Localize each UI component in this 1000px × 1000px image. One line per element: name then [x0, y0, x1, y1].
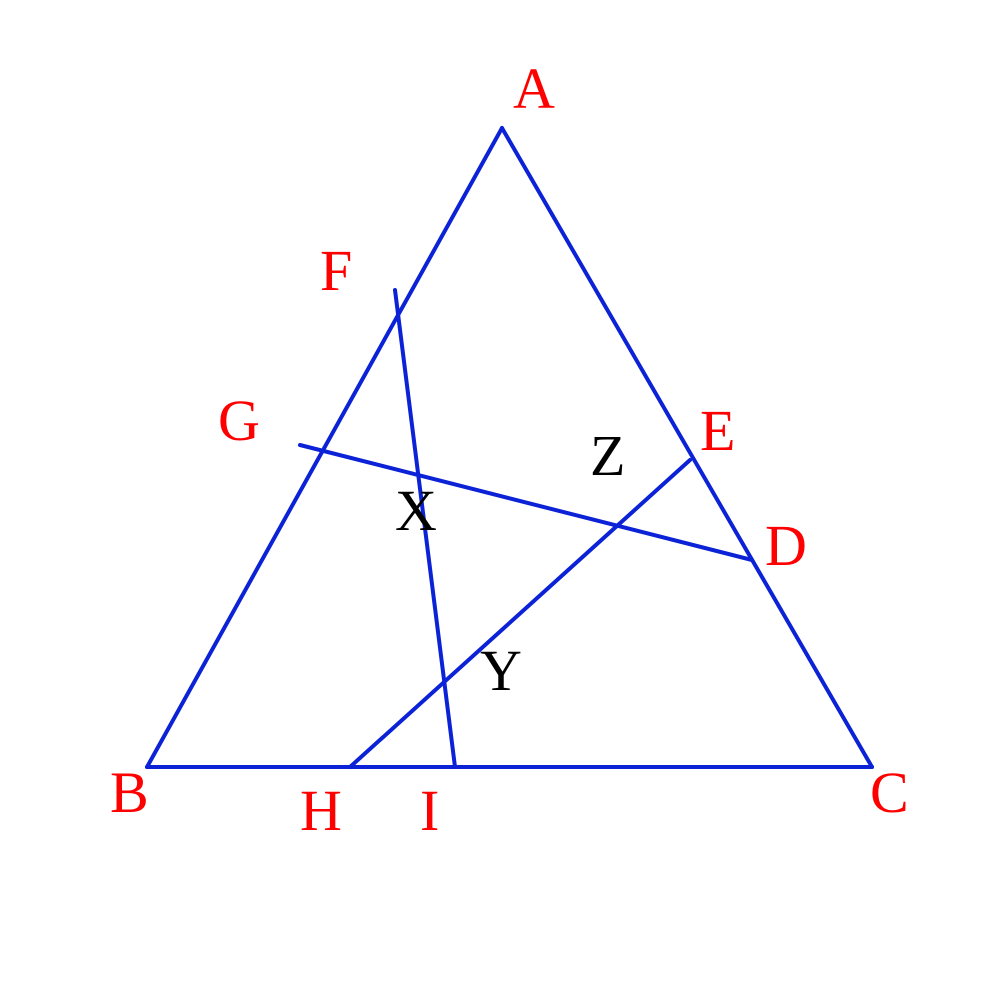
label-Y: Y — [480, 638, 522, 703]
edge-G-D — [300, 445, 752, 560]
label-A: A — [513, 56, 555, 121]
label-G: G — [218, 388, 260, 453]
label-I: I — [420, 778, 439, 843]
label-H: H — [300, 778, 342, 843]
label-B: B — [110, 760, 149, 825]
label-E: E — [700, 398, 735, 463]
edge-A-B — [147, 128, 502, 767]
geometry-diagram: A B C DE F G H I X Y Z — [0, 0, 1000, 1000]
label-D: D — [765, 513, 807, 578]
label-C: C — [870, 760, 909, 825]
edge-C-A — [502, 128, 872, 767]
label-F: F — [320, 238, 352, 303]
label-Z: Z — [590, 423, 625, 488]
label-X: X — [395, 478, 437, 543]
